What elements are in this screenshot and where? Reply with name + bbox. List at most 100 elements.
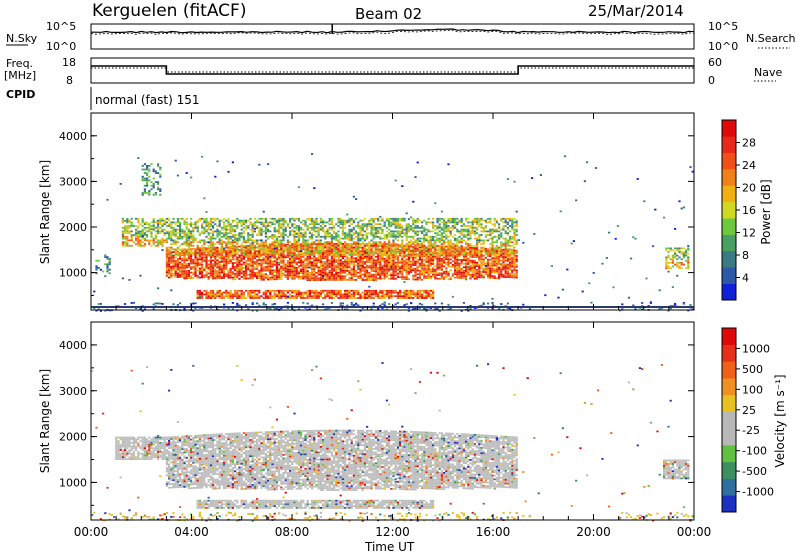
power-cell <box>172 267 175 270</box>
power-cell <box>319 219 322 222</box>
power-cell <box>308 275 311 278</box>
power-cell <box>212 221 215 224</box>
power-cell <box>368 295 371 298</box>
power-cell <box>238 293 241 296</box>
power-cell <box>333 262 336 265</box>
power-cell <box>185 273 188 276</box>
power-cell <box>423 248 426 251</box>
power-cell <box>405 260 408 263</box>
power-cell <box>293 239 296 242</box>
power-cell <box>198 273 201 275</box>
power-cell <box>273 297 276 299</box>
power-cell <box>458 259 461 261</box>
power-cell <box>443 226 446 229</box>
power-cell <box>394 274 397 277</box>
power-cell <box>361 279 364 281</box>
power-cell <box>449 269 452 272</box>
power-cell <box>273 249 276 252</box>
power-cell <box>264 291 267 294</box>
power-cell <box>317 230 320 233</box>
power-cell <box>451 253 454 256</box>
power-cell <box>207 221 210 224</box>
power-cell <box>451 235 454 238</box>
power-cell <box>165 225 168 227</box>
power-cell <box>220 255 223 258</box>
power-cell <box>317 297 320 299</box>
power-cell <box>319 277 322 280</box>
power-cell <box>286 291 289 294</box>
power-cell <box>172 274 175 277</box>
power-cell <box>203 293 206 296</box>
power-cell <box>308 272 311 274</box>
power-cell <box>249 237 252 240</box>
power-cell <box>126 244 129 247</box>
power-cell <box>198 258 201 261</box>
power-cell <box>302 248 305 251</box>
power-cell <box>104 254 107 257</box>
power-cell <box>159 166 162 169</box>
power-cell <box>242 223 245 226</box>
power-cell <box>181 228 184 231</box>
power-cell <box>240 258 243 260</box>
power-cell <box>124 225 127 227</box>
power-cell <box>190 230 193 233</box>
power-cell <box>163 228 166 231</box>
power-cell <box>311 243 314 245</box>
power-cell <box>407 243 410 245</box>
power-cell <box>218 253 221 256</box>
power-cell <box>377 243 380 245</box>
power-cell <box>293 217 296 220</box>
power-cell <box>423 266 426 269</box>
power-cell <box>333 293 336 296</box>
power-cell <box>377 230 380 233</box>
power-cell <box>315 277 318 280</box>
power-cell <box>390 244 393 247</box>
power-cell <box>465 259 468 262</box>
power-cell <box>357 223 360 226</box>
power-cell <box>190 217 193 220</box>
power-cell <box>317 295 320 298</box>
power-near-cell <box>179 302 182 305</box>
power-cell <box>412 223 415 226</box>
power-cell <box>333 264 336 267</box>
power-cell <box>418 257 421 259</box>
power-cell <box>399 261 402 264</box>
power-cell <box>157 163 160 165</box>
power-cell <box>315 289 318 292</box>
power-cell <box>341 270 344 272</box>
power-cell <box>436 257 439 260</box>
power-cell <box>326 248 329 251</box>
power-cell <box>429 261 432 263</box>
power-cell <box>385 235 388 238</box>
power-cell <box>282 256 285 259</box>
power-cell <box>458 262 461 265</box>
power-cell <box>258 217 261 220</box>
power-cell <box>124 232 127 235</box>
power-near-cell <box>124 303 127 305</box>
power-cell <box>271 260 274 263</box>
power-cell <box>451 274 454 277</box>
power-cell <box>458 252 461 254</box>
power-cell <box>280 276 283 279</box>
power-cell <box>451 255 454 257</box>
power-cell <box>264 226 267 229</box>
power-cell <box>410 260 413 263</box>
power-cell <box>275 230 278 233</box>
power-cell <box>284 228 287 231</box>
power-cell <box>383 241 386 244</box>
freq-left-tick-bottom: 8 <box>66 74 73 87</box>
power-cell <box>416 244 419 247</box>
power-cell <box>348 232 351 235</box>
power-cell <box>449 234 452 236</box>
power-cell <box>366 234 369 236</box>
power-cell <box>176 263 179 266</box>
power-cell <box>216 270 219 272</box>
power-cell <box>192 228 195 231</box>
power-cell <box>350 234 353 236</box>
power-cell <box>388 253 391 256</box>
power-cell <box>174 235 177 238</box>
power-cell <box>416 260 419 263</box>
power-cell <box>403 253 406 256</box>
power-cell <box>207 297 210 299</box>
power-cell <box>304 253 307 256</box>
